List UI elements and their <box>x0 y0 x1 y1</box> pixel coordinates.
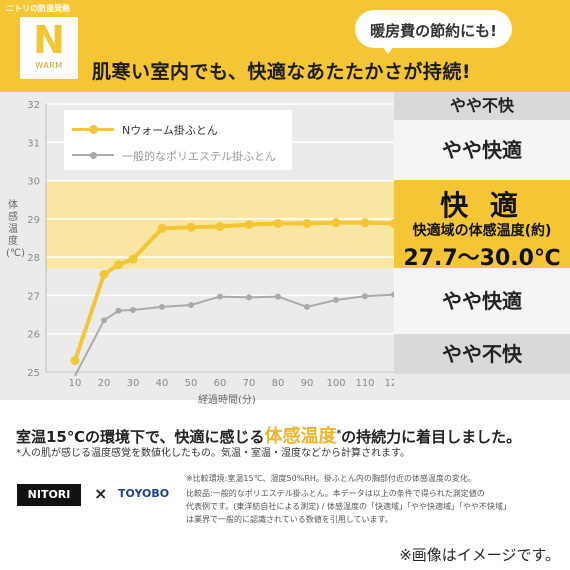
image-disclaimer: ※画像はイメージです。 <box>399 546 560 564</box>
speech-bubble: 暖房費の節約にも! <box>355 10 512 48</box>
fine-print-3: 代表例です。(東洋紡自社による測定) / 体感温度の「快適域」「やや快適域」「や… <box>186 502 511 511</box>
comfort-title: 快 適 <box>440 189 524 222</box>
data-point-polyester <box>188 302 194 308</box>
fine-print-1: ※比較環境:室温15℃、湿度50%RH。掛ふとん内の胸部付近の体感温度の変化。 <box>186 474 476 483</box>
zone-label: やや不快 <box>449 96 514 115</box>
data-point-polyester <box>130 306 136 313</box>
zone-slightly-uncomfortable-top: やや不快 <box>394 92 570 120</box>
data-point-nwarm <box>331 218 341 228</box>
data-point-polyester <box>246 294 252 301</box>
data-point-nwarm <box>389 218 394 228</box>
y-axis-title: 体感温度(℃) <box>6 200 26 259</box>
lead-text-b: の持続力に着目しました。 <box>341 428 522 446</box>
footnote: *人の肌が感じる温度感覚を数値化したもの。気温・室温・湿度などから計算されます。 <box>16 448 410 459</box>
zone-label: やや快適 <box>442 138 522 162</box>
fine-print-4: は業界で一般的に認識されている数値を引用しています。 <box>186 515 393 524</box>
x-axis-title: 経過時間(分) <box>198 395 256 406</box>
x-tick-label: 50 <box>185 378 198 389</box>
zone-slightly-comfortable-upper: やや快適 <box>394 120 570 180</box>
y-tick-label: 25 <box>27 368 40 379</box>
data-point-nwarm <box>302 218 312 228</box>
data-point-polyester <box>333 297 339 304</box>
data-point-nwarm <box>114 260 123 270</box>
bubble-text: 暖房費の節約にも! <box>370 22 497 40</box>
zone-slightly-uncomfortable-bottom: やや不快 <box>394 334 570 374</box>
data-point-nwarm <box>244 220 254 230</box>
legend-dot-poly <box>90 152 97 159</box>
zone-comfortable: 快 適 快適域の体感温度(約) 27.7〜30.0℃ <box>394 180 570 271</box>
zone-slightly-comfortable-lower: やや快適 <box>394 268 570 334</box>
data-point-polyester <box>275 293 281 300</box>
x-tick-label: 10 <box>69 378 82 389</box>
brand-tag: ニトリの防湿発熱 <box>6 4 70 13</box>
lead-text: 室温15℃の環境下で、快適に感じる体感温度*の持続力に着目しました。 <box>16 422 521 448</box>
comfort-range: 27.7〜30.0℃ <box>403 246 561 271</box>
data-point-polyester <box>391 291 394 298</box>
chart-legend: Nウォーム掛ふとん 一般的なポリエステル掛ふとん <box>64 110 292 170</box>
data-point-polyester <box>304 303 310 310</box>
data-point-nwarm <box>99 269 109 279</box>
data-point-nwarm <box>128 254 138 264</box>
bubble-tail <box>380 44 396 54</box>
x-tick-label: 20 <box>98 378 111 389</box>
y-tick-label: 30 <box>27 177 40 188</box>
logo-word: WARM <box>35 61 63 70</box>
y-tick-label: 31 <box>27 138 40 149</box>
data-point-nwarm <box>273 218 283 228</box>
lead-text-a: 室温15℃の環境下で、快適に感じる <box>16 428 265 446</box>
x-tick-label: 80 <box>272 378 285 389</box>
fine-print-2: 比較品:一般的なポリエステル掛ふとん。本データは以上の条件で得られた測定値の <box>186 489 485 498</box>
x-tick-label: 110 <box>355 378 374 389</box>
temperature-chart: 25 26 27 28 29 30 31 32 10 20 30 40 50 60 70 80 90 100 110… <box>27 100 394 389</box>
zone-label: やや不快 <box>442 342 522 366</box>
y-tick-label: 29 <box>27 215 40 226</box>
logo-letter: N <box>33 18 65 62</box>
series-line-polyester <box>74 293 394 377</box>
x-tick-label: 30 <box>127 378 140 389</box>
toyobo-logo: TOYOBO <box>118 487 170 500</box>
data-point-polyester <box>217 293 223 300</box>
data-point-nwarm <box>157 223 167 233</box>
legend-label-poly: 一般的なポリエステル掛ふとん <box>122 150 276 163</box>
comfort-subtitle: 快適域の体感温度(約) <box>412 223 552 239</box>
lead-highlight: 体感温度 <box>264 426 337 447</box>
data-point-polyester <box>362 293 368 300</box>
legend-dot-nwarm <box>89 125 98 134</box>
data-point-polyester <box>115 307 122 314</box>
collab-times: × <box>94 484 108 503</box>
data-point-nwarm <box>215 222 225 232</box>
data-point-polyester <box>159 303 165 310</box>
n-warm-logo: N WARM <box>20 17 78 79</box>
x-tick-label: 70 <box>243 378 256 389</box>
y-tick-label: 32 <box>27 100 40 111</box>
data-point-nwarm <box>186 222 196 232</box>
headline: 肌寒い室内でも、快適なあたたかさが持続! <box>92 61 472 83</box>
data-point-nwarm <box>360 218 370 228</box>
y-tick-label: 26 <box>27 330 40 341</box>
x-tick-label: 90 <box>301 378 314 389</box>
zone-label: やや快適 <box>442 289 522 313</box>
x-tick-label: 120 <box>384 378 394 389</box>
legend-label-nwarm: Nウォーム掛ふとん <box>122 124 218 137</box>
data-point-nwarm <box>70 356 80 366</box>
header-banner: ニトリの防湿発熱 N WARM 暖房費の節約にも! 肌寒い室内でも、快適なあたた… <box>0 0 570 92</box>
data-point-polyester <box>101 317 107 324</box>
nitori-logo: NITORI <box>17 484 81 506</box>
x-tick-label: 60 <box>214 378 227 389</box>
y-tick-label: 27 <box>27 291 40 302</box>
y-tick-label: 28 <box>27 253 40 264</box>
x-tick-label: 100 <box>326 378 345 389</box>
x-tick-label: 40 <box>156 378 169 389</box>
lead-footnote-mark: * <box>336 429 342 439</box>
